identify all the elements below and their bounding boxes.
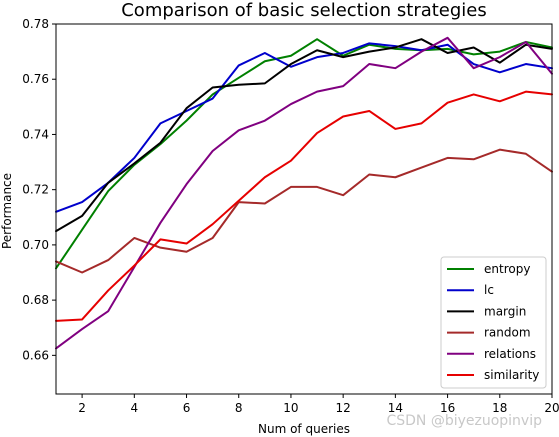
x-tick-label: 4 (130, 401, 138, 415)
y-tick-label: 0.66 (22, 348, 49, 362)
x-tick-label: 14 (388, 401, 403, 415)
legend-label-random: random (484, 326, 531, 340)
x-tick-label: 8 (235, 401, 243, 415)
y-tick-label: 0.70 (22, 238, 49, 252)
y-tick-label: 0.76 (22, 72, 49, 86)
series-line-lc (55, 42, 553, 213)
x-axis: 2 4 6 8 10 12 14 16 18 20 (78, 394, 559, 415)
series-lines (55, 36, 553, 350)
x-tick-label: 2 (78, 401, 86, 415)
series-line-margin (55, 38, 553, 233)
legend-label-entropy: entropy (484, 262, 530, 276)
legend-label-lc: lc (484, 283, 494, 297)
x-tick-label: 16 (440, 401, 455, 415)
legend-label-margin: margin (484, 304, 526, 318)
y-tick-label: 0.78 (22, 17, 49, 31)
y-tick-label: 0.72 (22, 183, 49, 197)
legend-label-similarity: similarity (484, 368, 539, 382)
x-tick-label: 18 (492, 401, 507, 415)
y-tick-label: 0.74 (22, 127, 49, 141)
y-axis: 0.66 0.68 0.70 0.72 0.74 0.76 0.78 (22, 17, 56, 362)
series-line-relations (55, 36, 553, 350)
y-axis-label: Performance (0, 173, 14, 249)
x-axis-label: Num of queries (258, 422, 350, 436)
plot-frame (55, 23, 553, 395)
chart-title: Comparison of basic selection strategies (121, 0, 487, 21)
x-tick-label: 6 (183, 401, 191, 415)
x-tick-label: 20 (544, 401, 559, 415)
legend-label-relations: relations (484, 347, 536, 361)
legend: entropy lc margin random relations similarity (440, 256, 547, 389)
x-tick-label: 12 (336, 401, 351, 415)
series-line-random (55, 148, 553, 274)
y-tick-label: 0.68 (22, 293, 49, 307)
series-line-similarity (55, 90, 553, 322)
x-tick-label: 10 (283, 401, 298, 415)
series-line-entropy (55, 38, 553, 270)
watermark: CSDN @biyezuopinvip (386, 413, 542, 429)
